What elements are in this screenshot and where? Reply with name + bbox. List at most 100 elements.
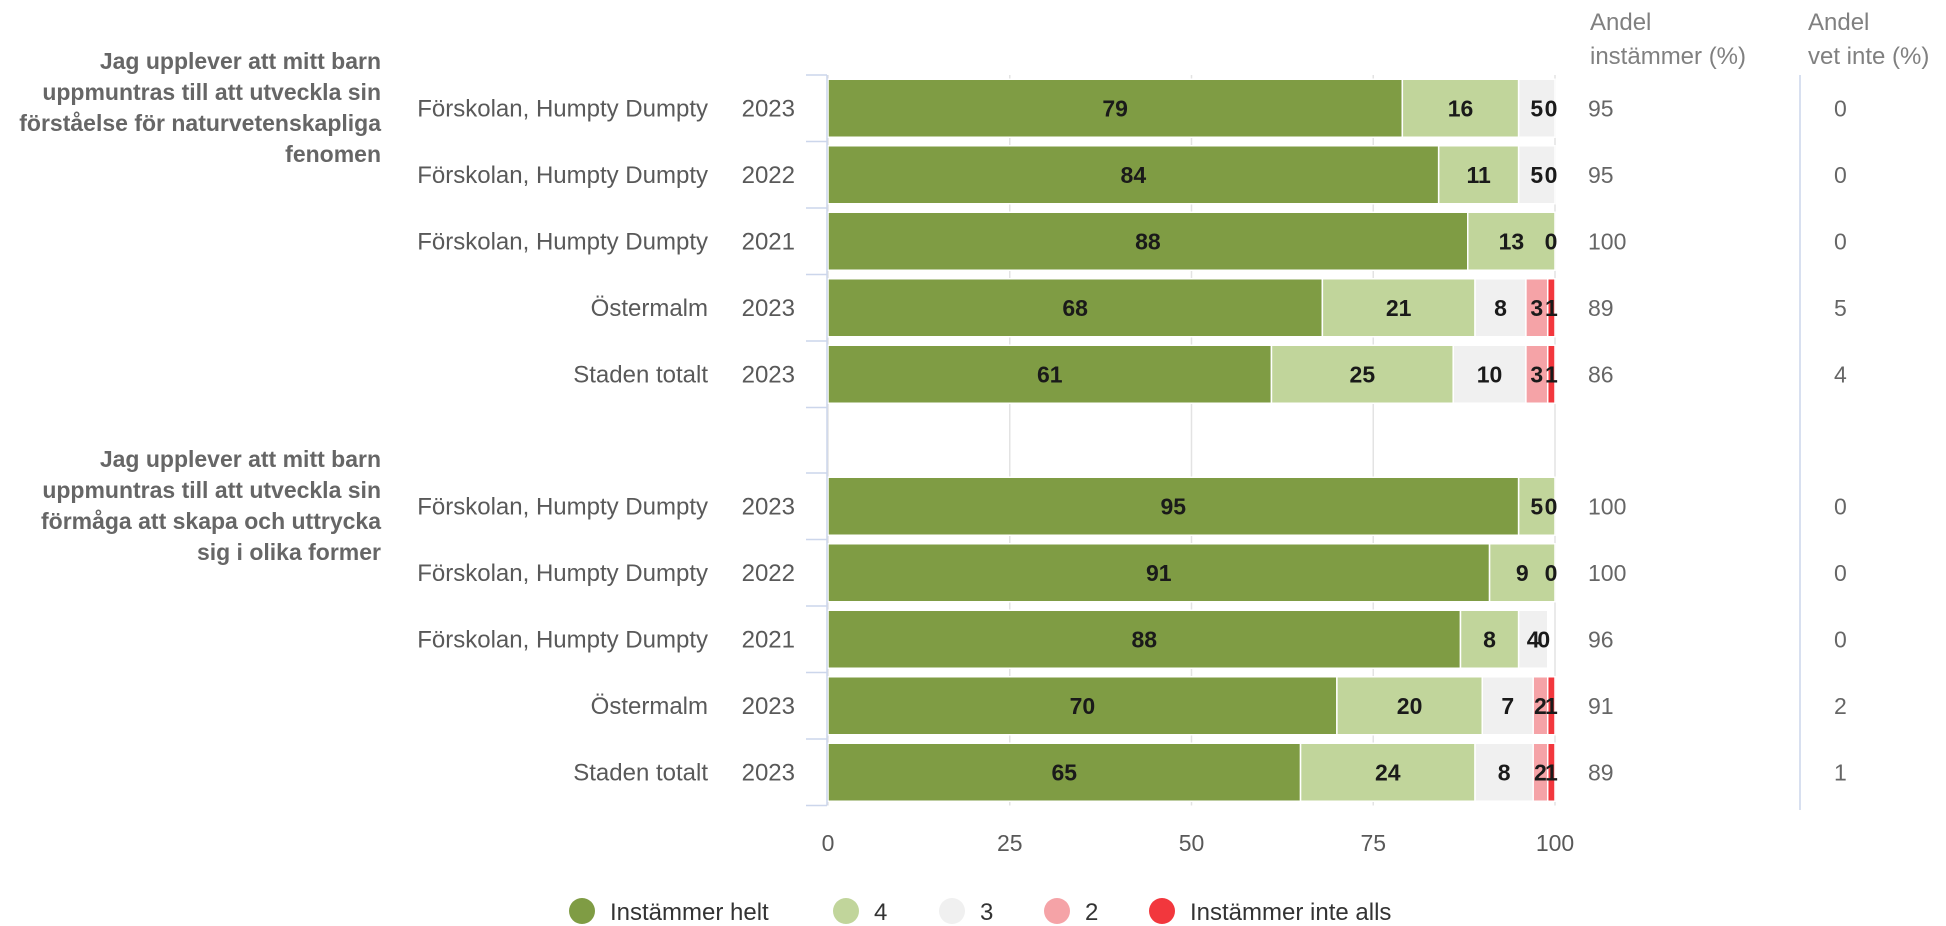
bar-segment <box>1401 78 1520 138</box>
bar-segment <box>827 543 1491 603</box>
dontknow-column-header: vet inte (%) <box>1808 43 1929 70</box>
data-label: 88 <box>1131 626 1157 652</box>
data-label: 25 <box>1350 361 1376 387</box>
dontknow-share-value: 2 <box>1834 693 1847 719</box>
bar-segment <box>1467 211 1556 271</box>
data-label: 5 <box>1530 162 1543 188</box>
year-label: 2023 <box>742 759 795 786</box>
data-label: 5 <box>1530 95 1543 121</box>
data-label: 65 <box>1051 759 1077 785</box>
data-label: 95 <box>1161 493 1187 519</box>
year-label: 2023 <box>742 295 795 322</box>
data-label: 2 <box>1534 759 1547 785</box>
x-tick-label: 75 <box>1360 830 1386 856</box>
data-label: 20 <box>1397 693 1423 719</box>
agree-share-value: 91 <box>1588 693 1614 719</box>
dontknow-share-value: 0 <box>1834 162 1847 188</box>
category-label: Förskolan, Humpty Dumpty <box>417 95 708 122</box>
bar-segment <box>827 609 1462 669</box>
agree-share-value: 95 <box>1588 162 1614 188</box>
question-label: förståelse för naturvetenskapliga <box>19 110 381 136</box>
x-tick-label: 25 <box>997 830 1023 856</box>
question-label: förmåga att skapa och uttrycka <box>41 508 381 534</box>
bar-segment <box>1517 145 1556 205</box>
agree-share-value: 86 <box>1588 361 1614 387</box>
bar-segment <box>1546 742 1556 802</box>
data-label: 88 <box>1135 228 1161 254</box>
question-label: sig i olika former <box>197 539 381 565</box>
legend-label: 3 <box>980 899 993 926</box>
data-label: 9 <box>1516 560 1529 586</box>
bar-segment <box>827 278 1324 338</box>
bar-segment <box>1517 609 1549 669</box>
bar-segment <box>1546 676 1556 736</box>
data-label: 1 <box>1545 361 1558 387</box>
agree-share-value: 96 <box>1588 626 1614 652</box>
legend-marker <box>939 898 965 924</box>
category-label: Förskolan, Humpty Dumpty <box>417 493 708 520</box>
agree-share-value: 89 <box>1588 295 1614 321</box>
x-tick-label: 50 <box>1179 830 1205 856</box>
data-label: 4 <box>1527 626 1540 652</box>
data-label: 8 <box>1494 295 1507 321</box>
dontknow-share-value: 0 <box>1834 228 1847 254</box>
year-label: 2023 <box>742 693 795 720</box>
category-label: Östermalm <box>591 693 708 720</box>
x-tick-label: 0 <box>822 830 835 856</box>
category-label: Förskolan, Humpty Dumpty <box>417 626 708 653</box>
agree-share-value: 95 <box>1588 95 1614 121</box>
agree-share-value: 89 <box>1588 759 1614 785</box>
agree-share-value: 100 <box>1588 493 1626 519</box>
data-label: 1 <box>1545 295 1558 321</box>
data-label: 11 <box>1467 162 1492 188</box>
agree-column-header: instämmer (%) <box>1590 43 1746 70</box>
year-label: 2023 <box>742 493 795 520</box>
bar-segment <box>1546 344 1556 404</box>
dontknow-share-value: 1 <box>1834 759 1847 785</box>
bar-segment <box>1488 543 1556 603</box>
agree-share-value: 100 <box>1588 560 1626 586</box>
data-label: 24 <box>1375 759 1401 785</box>
data-label: 0 <box>1545 162 1558 188</box>
bar-segment <box>827 676 1338 736</box>
category-label: Östermalm <box>591 295 708 322</box>
bar-segment <box>1437 145 1520 205</box>
bar-segment <box>1336 676 1484 736</box>
legend-marker <box>569 898 595 924</box>
data-label: 0 <box>1545 228 1558 254</box>
year-label: 2021 <box>742 626 795 653</box>
legend-marker <box>1044 898 1070 924</box>
data-label: 8 <box>1483 626 1496 652</box>
dontknow-share-value: 0 <box>1834 95 1847 121</box>
data-label: 21 <box>1386 295 1412 321</box>
bar-segment <box>1474 278 1527 338</box>
legend-label: Instämmer helt <box>610 899 769 926</box>
question-label: fenomen <box>285 141 381 167</box>
dontknow-share-value: 5 <box>1834 295 1847 321</box>
data-label: 2 <box>1534 693 1547 719</box>
year-label: 2023 <box>742 361 795 388</box>
legend-marker <box>833 898 859 924</box>
legend-marker <box>1149 898 1175 924</box>
x-axis: 0 25 50 75 100 <box>806 74 1801 856</box>
row-labels: Jag upplever att mitt barn uppmuntras til… <box>19 48 795 786</box>
bar-segment <box>1299 742 1476 802</box>
legend: Instämmer helt 4 3 2 Instämmer inte alls <box>569 898 1391 926</box>
data-label: 5 <box>1530 493 1543 519</box>
question-label: Jag upplever att mitt barn <box>100 48 381 74</box>
bar-segment <box>1517 78 1556 138</box>
question-label: Jag upplever att mitt barn <box>100 446 381 472</box>
dontknow-share-value: 0 <box>1834 493 1847 519</box>
question-label: uppmuntras till att utveckla sin <box>42 79 381 105</box>
bar-segment <box>827 145 1440 205</box>
bar-segment <box>827 211 1469 271</box>
bar-segment <box>1452 344 1527 404</box>
bar-segment <box>827 344 1273 404</box>
data-label: 3 <box>1530 361 1543 387</box>
bar-segment <box>827 78 1404 138</box>
bar-segment <box>1270 344 1454 404</box>
category-label: Förskolan, Humpty Dumpty <box>417 560 708 587</box>
bar-segment <box>1459 609 1520 669</box>
category-label: Förskolan, Humpty Dumpty <box>417 162 708 189</box>
